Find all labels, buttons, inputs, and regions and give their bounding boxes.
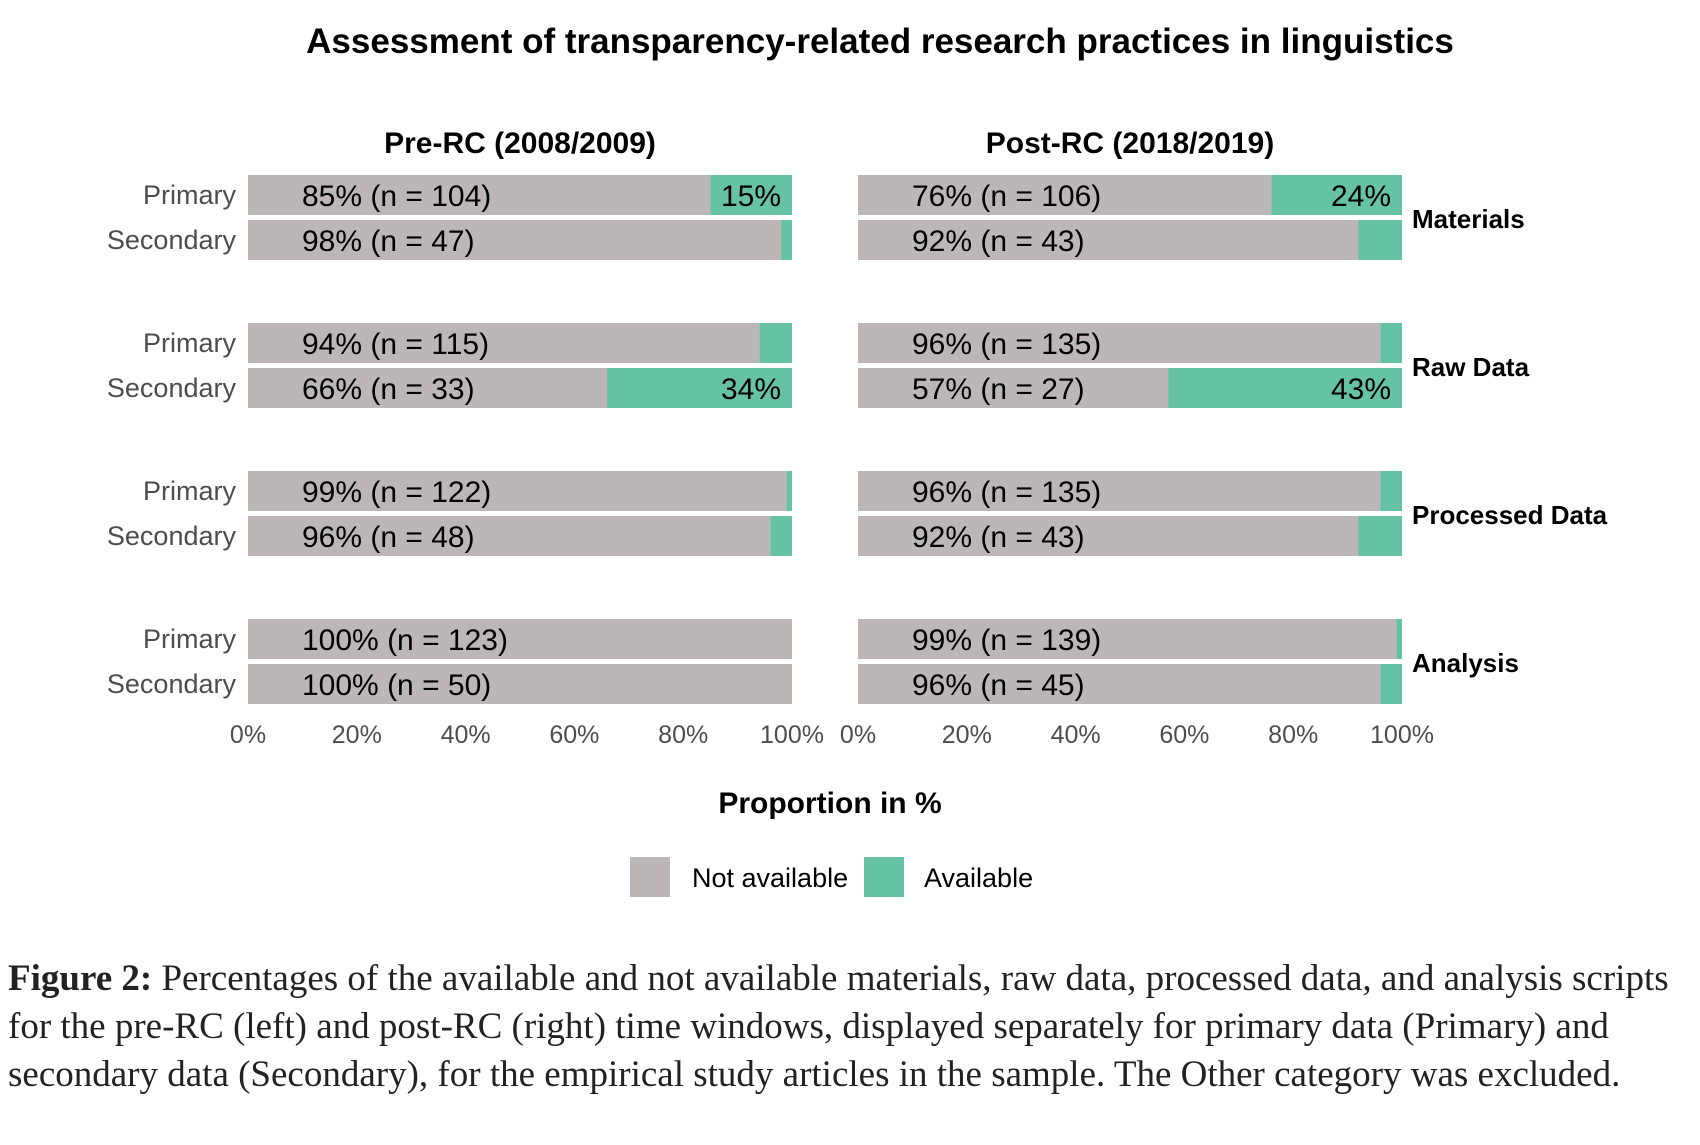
- x-tick-label: 20%: [332, 721, 382, 749]
- bar-available: [770, 516, 792, 556]
- x-tick-label: 0%: [230, 721, 266, 749]
- x-tick-label: 100%: [1370, 721, 1434, 749]
- bar-value-label: 99% (n = 139): [912, 624, 1101, 657]
- legend-item-label: Not available: [692, 863, 848, 893]
- bar-not-available: [248, 175, 711, 215]
- x-tick-label: 100%: [760, 721, 824, 749]
- bar-value-label: 100% (n = 123): [302, 624, 508, 657]
- x-tick-label: 0%: [840, 721, 876, 749]
- facet-label: Processed Data: [1412, 500, 1608, 530]
- panel-title-1: Post-RC (2018/2019): [986, 127, 1274, 160]
- bar-available: [1380, 664, 1402, 704]
- bar-value-label: 92% (n = 43): [912, 225, 1085, 258]
- x-tick-label: 40%: [441, 721, 491, 749]
- bar-not-available: [248, 516, 771, 556]
- x-tick-label: 60%: [549, 721, 599, 749]
- facet-label: Analysis: [1412, 648, 1519, 678]
- bar-available: [786, 471, 792, 511]
- bar-available: [1396, 619, 1402, 659]
- bar-not-available: [248, 664, 792, 704]
- row-label-secondary: Secondary: [107, 669, 237, 699]
- bar-value-label: 57% (n = 27): [912, 373, 1085, 406]
- bar-value-label: 94% (n = 115): [302, 328, 489, 361]
- bar-value-label: 96% (n = 48): [302, 521, 475, 554]
- x-tick-label: 80%: [658, 721, 708, 749]
- bar-available: [1271, 175, 1402, 215]
- bar-available: [1358, 220, 1402, 260]
- x-tick-label: 80%: [1268, 721, 1318, 749]
- bar-not-available: [858, 368, 1169, 408]
- legend-item-label: Available: [924, 863, 1033, 893]
- bar-value-label: 96% (n = 135): [912, 476, 1101, 509]
- panel-title-0: Pre-RC (2008/2009): [384, 127, 656, 160]
- figure-caption: Figure 2: Percentages of the available a…: [8, 955, 1698, 1099]
- bar-available-label: 43%: [1331, 373, 1391, 406]
- figure-caption-label: Figure 2:: [8, 958, 153, 999]
- bar-available: [1358, 516, 1402, 556]
- x-tick-label: 60%: [1159, 721, 1209, 749]
- bar-not-available: [248, 323, 760, 363]
- legend-swatch: [630, 857, 670, 897]
- bar-not-available: [858, 664, 1381, 704]
- bar-not-available: [248, 368, 608, 408]
- bar-available: [1380, 323, 1402, 363]
- legend-swatch: [864, 857, 904, 897]
- bar-value-label: 85% (n = 104): [302, 180, 491, 213]
- row-label-primary: Primary: [143, 180, 236, 210]
- chart: Assessment of transparency-related resea…: [107, 22, 1608, 897]
- bar-available-label: 15%: [721, 180, 781, 213]
- bar-not-available: [858, 175, 1272, 215]
- x-tick-label: 20%: [942, 721, 992, 749]
- legend: Not available Available: [630, 857, 1033, 897]
- bar-value-label: 96% (n = 135): [912, 328, 1101, 361]
- x-tick-label: 40%: [1051, 721, 1101, 749]
- bar-value-label: 96% (n = 45): [912, 669, 1085, 702]
- bar-value-label: 100% (n = 50): [302, 669, 491, 702]
- bar-available: [781, 220, 792, 260]
- bar-available-label: 34%: [721, 373, 781, 406]
- bar-not-available: [248, 471, 787, 511]
- bar-available: [759, 323, 792, 363]
- bar-available: [1380, 471, 1402, 511]
- figure-caption-text: Percentages of the available and not ava…: [8, 958, 1669, 1095]
- bar-not-available: [248, 220, 782, 260]
- bar-available: [607, 368, 792, 408]
- bar-not-available: [248, 619, 792, 659]
- facet-label: Materials: [1412, 204, 1525, 234]
- facet-label: Raw Data: [1412, 352, 1530, 382]
- bar-not-available: [858, 323, 1381, 363]
- bar-value-label: 66% (n = 33): [302, 373, 475, 406]
- bar-available: [1168, 368, 1402, 408]
- row-label-secondary: Secondary: [107, 225, 237, 255]
- bar-value-label: 98% (n = 47): [302, 225, 475, 258]
- bar-available-label: 24%: [1331, 180, 1391, 213]
- bar-not-available: [858, 471, 1381, 511]
- bar-not-available: [858, 220, 1359, 260]
- row-label-secondary: Secondary: [107, 373, 237, 403]
- bar-value-label: 99% (n = 122): [302, 476, 491, 509]
- row-label-primary: Primary: [143, 624, 236, 654]
- x-axis-label: Proportion in %: [718, 787, 941, 820]
- chart-title: Assessment of transparency-related resea…: [306, 22, 1454, 61]
- bar-not-available: [858, 619, 1397, 659]
- bar-value-label: 92% (n = 43): [912, 521, 1085, 554]
- row-label-secondary: Secondary: [107, 521, 237, 551]
- bar-not-available: [858, 516, 1359, 556]
- row-label-primary: Primary: [143, 476, 236, 506]
- row-label-primary: Primary: [143, 328, 236, 358]
- bar-value-label: 76% (n = 106): [912, 180, 1101, 213]
- bar-available: [710, 175, 792, 215]
